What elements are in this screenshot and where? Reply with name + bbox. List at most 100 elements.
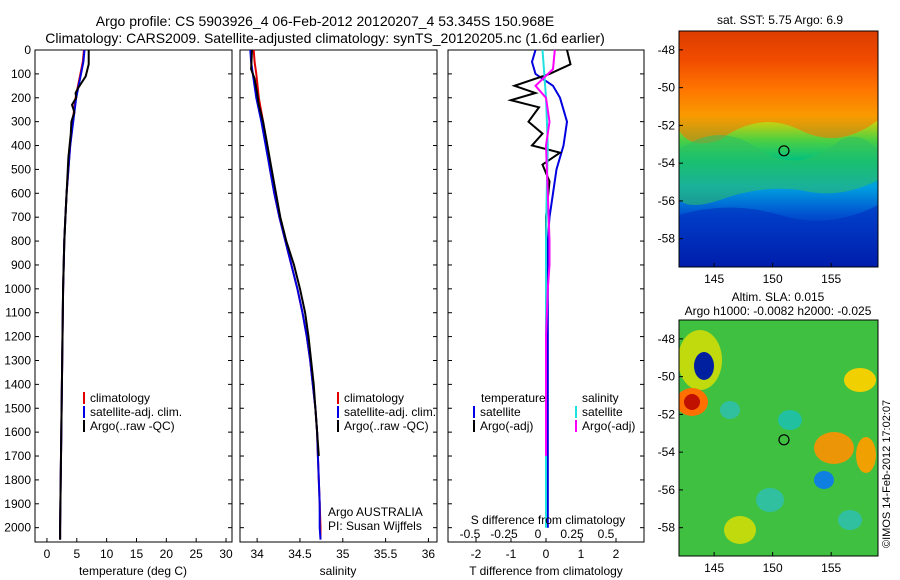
- y-tick-label: 1900: [4, 497, 31, 511]
- argo-source: Argo AUSTRALIA: [328, 505, 423, 519]
- x-tick-label: 35: [336, 547, 350, 561]
- y-tick-label: 300: [11, 115, 31, 129]
- x-tick-label: 20: [160, 547, 174, 561]
- temperature-panel: 0 5 10 15 20 25 300100200300400500600700800900…: [4, 43, 233, 578]
- difference-top-xlabel: S difference from climatology: [471, 513, 626, 527]
- x-tick-label: -1: [506, 547, 517, 561]
- temperature-plot-frame: [34, 49, 233, 543]
- y-tick-label: 1100: [5, 306, 31, 320]
- imos-stamp: ©IMOS 14-Feb-2012 17:02:07: [881, 400, 893, 548]
- top-x-tick-label: -0.5: [460, 527, 481, 541]
- map-x-tick-label: 150: [763, 561, 783, 575]
- y-tick-label: 1500: [4, 401, 31, 415]
- sla-anomaly-low: [838, 510, 862, 530]
- legend-title-temperature: temperature: [481, 391, 546, 405]
- map-y-tick-label: -50: [658, 370, 676, 384]
- y-tick-label: 1800: [4, 473, 31, 487]
- figure-title-line1: Argo profile: CS 5903926_4 06-Feb-2012 2…: [96, 13, 554, 29]
- map-x-tick-label: 150: [763, 272, 783, 286]
- x-tick-label: 5: [73, 547, 80, 561]
- temperature-xlabel: temperature (deg C): [79, 564, 187, 578]
- x-tick-label: 25: [190, 547, 204, 561]
- y-tick-label: 900: [11, 258, 31, 272]
- map-y-tick-label: -56: [658, 194, 676, 208]
- sla-anomaly-high: [814, 432, 854, 464]
- x-tick-label: -2: [471, 547, 482, 561]
- map-x-tick-label: 155: [821, 561, 841, 575]
- sla-anomaly-low: [720, 401, 740, 419]
- map-y-tick-label: -50: [658, 81, 676, 95]
- y-tick-label: 1000: [4, 282, 31, 296]
- top-x-tick-label: -0.25: [490, 527, 518, 541]
- sla-anomaly-low: [756, 488, 784, 512]
- y-tick-label: 1300: [4, 353, 31, 367]
- x-tick-label: 2: [613, 547, 620, 561]
- top-x-tick-label: 0: [535, 527, 542, 541]
- map-x-tick-label: 155: [821, 272, 841, 286]
- argo-pi: PI: Susan Wijffels: [328, 519, 422, 533]
- y-tick-label: 0: [24, 43, 31, 57]
- legend-label-t-argo: Argo(-adj): [480, 419, 533, 433]
- sla-anomaly-low: [694, 352, 714, 380]
- x-tick-label: 36: [422, 547, 436, 561]
- map-y-tick-label: -58: [658, 521, 676, 535]
- y-tick-label: 400: [11, 139, 31, 153]
- y-tick-label: 100: [11, 67, 31, 81]
- sla-anomaly-high: [724, 516, 756, 544]
- legend-label-s-argo: Argo(-adj): [582, 419, 635, 433]
- series-line-argo: [250, 49, 320, 457]
- series-line-argo: [59, 50, 90, 540]
- argo-position-marker: [778, 434, 790, 446]
- sla-map-title: Altim. SLA: 0.015: [732, 290, 825, 304]
- map-y-tick-label: -54: [658, 156, 676, 170]
- map-y-tick-label: -48: [658, 43, 676, 57]
- sst-warm-tongue: [679, 31, 878, 144]
- map-y-tick-label: -58: [658, 232, 676, 246]
- y-tick-label: 600: [11, 186, 31, 200]
- series-line-satellite: [249, 49, 322, 540]
- top-x-tick-label: 0.5: [598, 527, 615, 541]
- legend-label-satellite: satellite-adj. clim.: [344, 405, 436, 419]
- argo-position-marker: [778, 145, 790, 157]
- legend-label-s-satellite: satellite: [582, 405, 623, 419]
- series-line-argo_sal: [534, 49, 556, 456]
- map-y-tick-label: -52: [658, 118, 676, 132]
- legend-label-climatology: climatology: [90, 391, 150, 405]
- salinity-legend: climatology satellite-adj. clim. Argo(..…: [328, 391, 436, 533]
- legend-label-argo: Argo(..raw -QC): [90, 419, 175, 433]
- sla-map-subtitle: Argo h1000: -0.0082 h2000: -0.025: [685, 304, 872, 318]
- x-tick-label: 1: [578, 547, 585, 561]
- map-y-tick-label: -48: [658, 332, 676, 346]
- sst-map-frame: [678, 30, 879, 268]
- y-tick-label: 1600: [4, 425, 31, 439]
- x-tick-label: 35.5: [374, 547, 398, 561]
- x-tick-label: 34: [250, 547, 264, 561]
- sla-anomaly-high: [844, 368, 876, 392]
- salinity-panel: 34 34.5 35 35.5 36 salinity: [239, 49, 438, 578]
- y-tick-label: 1700: [4, 449, 31, 463]
- y-tick-label: 700: [11, 210, 31, 224]
- legend-label-satellite: satellite-adj. clim.: [90, 405, 182, 419]
- x-tick-label: 34.5: [288, 547, 312, 561]
- legend-title-salinity: salinity: [582, 391, 619, 405]
- x-tick-label: 30: [219, 547, 233, 561]
- sla-anomaly-high: [684, 394, 700, 410]
- temperature-legend: climatology satellite-adj. clim. Argo(..…: [83, 391, 182, 433]
- sla-map: Altim. SLA: 0.015 Argo h1000: -0.0082 h2…: [658, 290, 879, 575]
- y-tick-label: 800: [11, 234, 31, 248]
- x-tick-label: 0: [44, 547, 51, 561]
- sst-map: sat. SST: 5.75 Argo: 6.9 145 150 155 -48 -50…: [658, 13, 879, 286]
- y-tick-label: 2000: [4, 521, 31, 535]
- legend-label-climatology: climatology: [344, 391, 404, 405]
- salinity-xlabel: salinity: [320, 564, 357, 578]
- map-y-tick-label: -54: [658, 445, 676, 459]
- figure-title-line2: Climatology: CARS2009. Satellite-adjuste…: [45, 30, 605, 46]
- y-tick-label: 200: [11, 91, 31, 105]
- sla-map-frame: [678, 319, 879, 557]
- map-y-tick-label: -56: [658, 483, 676, 497]
- legend-label-t-satellite: satellite: [480, 405, 521, 419]
- difference-panel: -2 -1 0 1 2 -0.5 -0.25 0 0.25 0.5 T difference fr…: [447, 49, 645, 578]
- x-tick-label: 15: [130, 547, 144, 561]
- y-tick-label: 500: [11, 162, 31, 176]
